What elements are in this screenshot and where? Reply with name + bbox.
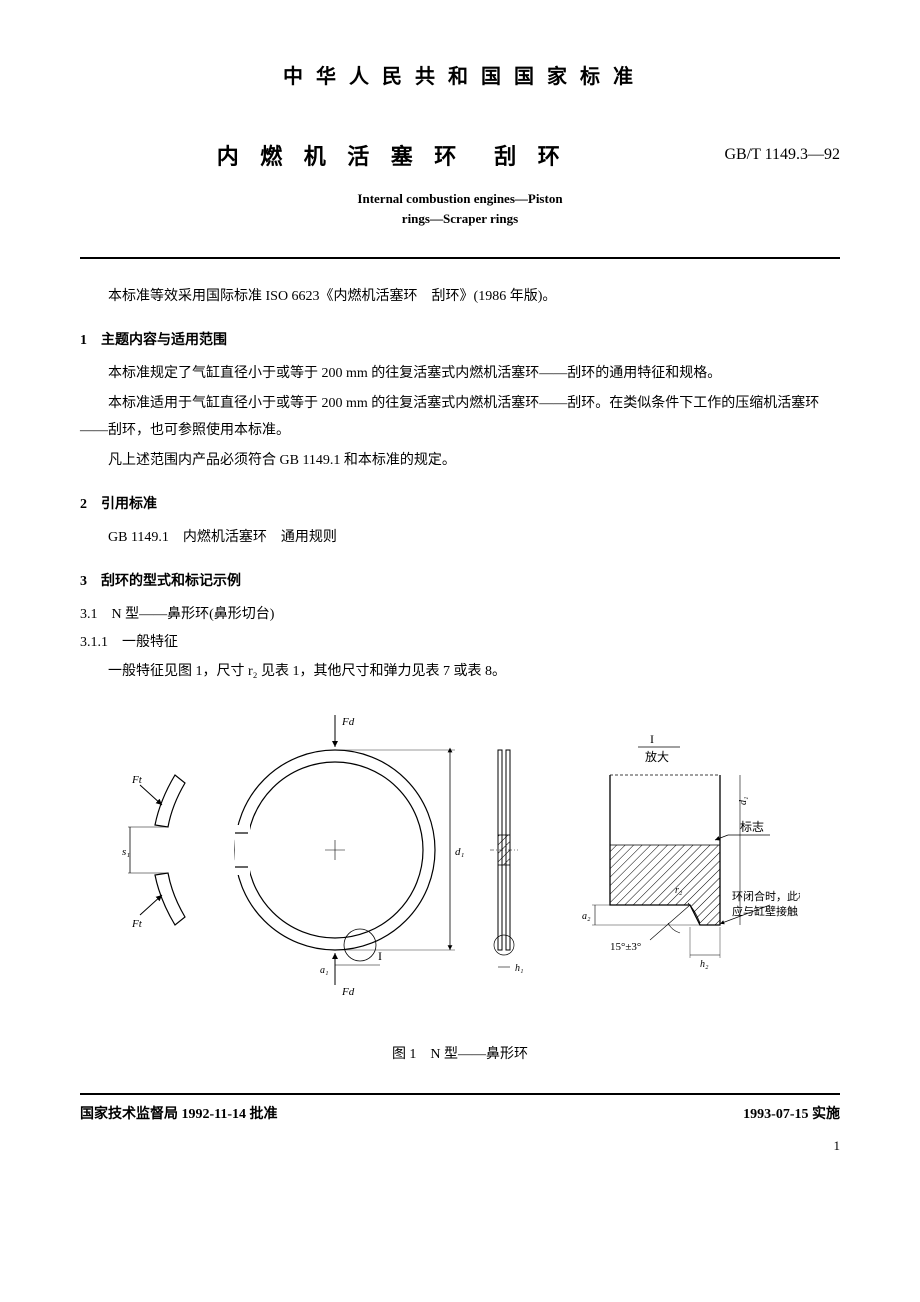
label-enlarge-i: I [650,732,654,746]
label-enlarge: 放大 [645,749,669,764]
label-mark: 标志 [740,820,764,834]
bottom-divider [80,1093,840,1095]
label-h2: h₂ [700,959,709,970]
section2-heading: 2 引用标准 [80,493,840,513]
gap-detail: Ft Ft s₁ [122,774,185,930]
english-subtitle: rings—Scraper rings [80,211,840,227]
label-d1-r: d₁ [738,797,749,805]
figure-svg: Ft Ft s₁ Fd Fd [120,705,800,1035]
nation-title: 中 华 人 民 共 和 国 国 家 标 准 [80,60,840,89]
detail-enlarged: I 放大 标志 d₁ r₂ a₂ [582,732,800,970]
footer: 国家技术监督局 1992-11-14 批准 1993-07-15 实施 [80,1103,840,1123]
footer-right: 1993-07-15 实施 [743,1103,840,1123]
subsection-311: 3.1.1 一般特征 [80,630,840,657]
label-note1: 环闭合时，此棱边 [732,889,800,903]
ring-front: Fd Fd d₁ I a₁ [235,715,465,998]
label-r2: r₂ [675,885,683,896]
section3-p1: 一般特征见图 1，尺寸 r₂ 见表 1，其他尺寸和弹力见表 7 或表 8。 [80,659,840,686]
top-divider [80,257,840,259]
subsection-31: 3.1 N 型——鼻形环(鼻形切台) [80,602,840,629]
section1-p3: 凡上述范围内产品必须符合 GB 1149.1 和本标准的规定。 [80,448,840,475]
main-title: 内 燃 机 活 塞 环 刮 环 [80,139,704,171]
label-ft-top: Ft [131,774,143,786]
label-h1: h₁ [515,963,523,974]
title-row: 内 燃 机 活 塞 环 刮 环 GB/T 1149.3—92 [80,139,840,171]
section3-heading: 3 刮环的型式和标记示例 [80,570,840,590]
label-d1: d₁ [455,846,465,858]
standard-code: GB/T 1149.3—92 [724,146,840,164]
label-ft-bot: Ft [131,918,143,930]
label-angle: 15°±3° [610,941,641,953]
label-fd-bot: Fd [341,986,355,998]
section2-p1: GB 1149.1 内燃机活塞环 通用规则 [80,525,840,552]
label-a2: a₂ [582,911,591,922]
page-number: 1 [80,1138,840,1154]
section1-p2: 本标准适用于气缸直径小于或等于 200 mm 的往复活塞式内燃机活塞环——刮环。… [80,391,840,444]
ring-side: h₁ [490,750,523,974]
label-note2: 应与缸壁接触 [732,904,798,918]
label-fd-top: Fd [341,716,355,728]
label-a1: a₁ [320,965,328,976]
label-s1: s₁ [122,846,130,858]
intro-text: 本标准等效采用国际标准 ISO 6623《内燃机活塞环 刮环》(1986 年版)… [80,284,840,311]
footer-left: 国家技术监督局 1992-11-14 批准 [80,1103,278,1123]
section1-p1: 本标准规定了气缸直径小于或等于 200 mm 的往复活塞式内燃机活塞环——刮环的… [80,361,840,388]
english-title: Internal combustion engines—Piston [80,191,840,207]
label-detail-i: I [378,949,382,963]
figure-caption: 图 1 N 型——鼻形环 [80,1043,840,1063]
section1-heading: 1 主题内容与适用范围 [80,329,840,349]
figure-1: Ft Ft s₁ Fd Fd [80,705,840,1063]
